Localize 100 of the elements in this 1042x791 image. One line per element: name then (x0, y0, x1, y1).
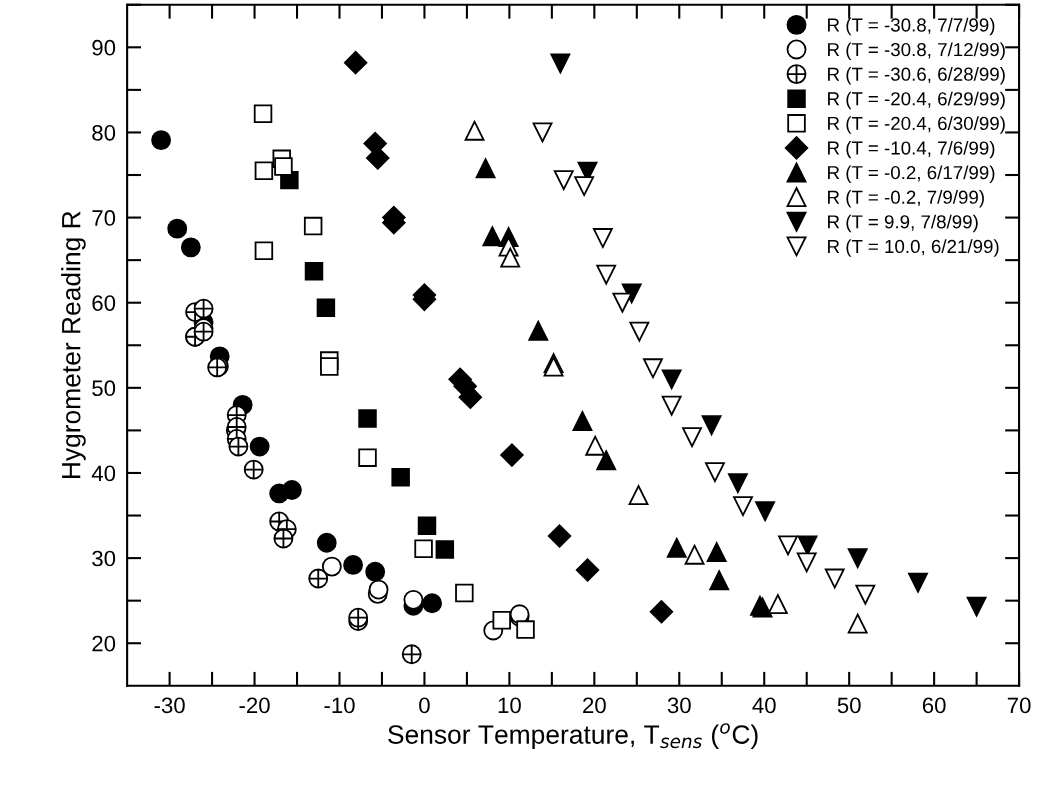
point (304, 261, 324, 281)
point (727, 473, 748, 494)
point (701, 415, 722, 436)
legend-label: R (T = -30.8, 7/12/99) (828, 42, 1005, 60)
legend-label: R (T = -10.4, 7/6/99) (828, 140, 995, 159)
y-tick-label: 60 (92, 295, 116, 311)
point (366, 146, 390, 170)
point (475, 158, 496, 179)
point (767, 594, 788, 615)
point (592, 228, 613, 248)
point (464, 120, 485, 141)
point (553, 170, 574, 191)
y-axis-title: Hygrometer Reading R (61, 211, 86, 479)
y-tick-label: 20 (92, 635, 116, 652)
legend-label: R (T = 10.0, 6/21/99) (828, 239, 999, 257)
point (321, 556, 342, 577)
point (167, 218, 188, 239)
x-axis-title: Sensor Temperature, T$_{sens}$ ($^{o}$C) (388, 723, 758, 750)
point (575, 558, 600, 582)
point (274, 157, 293, 176)
point (532, 122, 553, 143)
point (574, 176, 595, 197)
point (391, 467, 410, 487)
y-tick-label: 40 (91, 465, 116, 482)
point (249, 436, 270, 457)
point (455, 583, 474, 603)
point (316, 298, 336, 318)
point (547, 524, 572, 548)
point (661, 395, 682, 416)
point (709, 570, 730, 591)
y-tick-label: 90 (92, 39, 116, 56)
point (281, 480, 302, 500)
x-tick-label: 40 (752, 697, 776, 714)
point (682, 427, 702, 448)
point (343, 50, 368, 75)
point (847, 613, 868, 634)
point (628, 485, 649, 506)
legend-label: R (T = -0.2, 6/17/99) (828, 165, 995, 183)
point (733, 496, 753, 517)
point (320, 357, 339, 376)
point (855, 584, 876, 605)
x-tick-label: -20 (239, 697, 270, 714)
y-tick-label: 80 (92, 124, 116, 141)
point (643, 358, 663, 379)
point (516, 620, 535, 639)
point (684, 544, 705, 565)
point (596, 450, 617, 471)
point (358, 448, 377, 467)
point (303, 216, 323, 236)
point (422, 593, 443, 614)
legend-label: R (T = -20.4, 6/30/99) (828, 116, 1005, 134)
point (482, 226, 503, 247)
point (528, 320, 549, 341)
point (621, 283, 642, 304)
point (492, 611, 511, 630)
point (550, 53, 571, 74)
legend-label: R (T = -30.6, 6/28/99) (828, 67, 1005, 85)
x-tick-label: -10 (324, 697, 355, 714)
point (343, 554, 364, 575)
point (435, 540, 455, 559)
point (585, 435, 606, 456)
point (316, 532, 337, 553)
point (572, 411, 593, 431)
y-tick-label: 50 (92, 380, 116, 397)
point (629, 321, 650, 342)
point (908, 572, 928, 593)
point (596, 264, 617, 285)
point (253, 104, 273, 123)
x-tick-label: 30 (667, 697, 691, 714)
x-tick-label: 70 (1007, 697, 1031, 714)
point (254, 161, 274, 180)
point (666, 537, 687, 558)
point (705, 462, 725, 483)
point (847, 548, 868, 569)
point (254, 241, 274, 261)
legend-label: R (T = -20.4, 6/29/99) (828, 91, 1005, 110)
point (417, 516, 437, 535)
point (778, 535, 798, 556)
y-tick-label: 70 (92, 210, 116, 226)
point (151, 130, 172, 151)
legend-label: R (T = -0.2, 7/9/99) (828, 190, 984, 208)
point (500, 443, 524, 467)
point (966, 596, 987, 617)
point (796, 552, 817, 573)
point (612, 292, 633, 313)
x-tick-label: -30 (154, 697, 185, 714)
y-tick-label: 30 (92, 550, 116, 567)
point (403, 589, 424, 610)
point (365, 561, 386, 582)
point (649, 600, 674, 624)
x-tick-label: 60 (922, 697, 946, 714)
point (180, 237, 201, 258)
point (824, 568, 845, 589)
x-tick-label: 0 (419, 697, 430, 714)
x-tick-label: 20 (583, 697, 606, 714)
point (755, 501, 776, 522)
point (706, 542, 727, 563)
legend-label: R (T = 9.9, 7/8/99) (828, 214, 978, 233)
point (358, 409, 377, 428)
point (500, 247, 521, 268)
